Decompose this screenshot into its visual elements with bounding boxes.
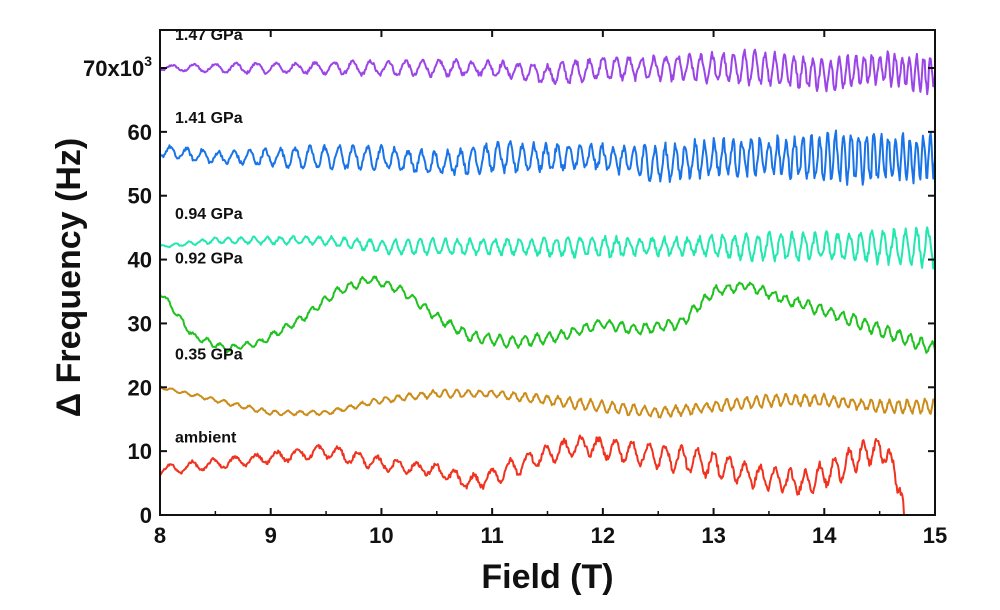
x-axis: 8 9 10 11 12 13 14 15 xyxy=(154,30,947,548)
x-tick-label: 13 xyxy=(701,523,725,548)
x-tick-label: 12 xyxy=(591,523,615,548)
x-tick-label: 8 xyxy=(154,523,166,548)
x-tick-label: 14 xyxy=(812,523,837,548)
series-line xyxy=(159,48,936,96)
series-line xyxy=(159,226,936,270)
series-line xyxy=(159,129,936,186)
x-tick-label: 9 xyxy=(265,523,277,548)
y-tick-label: 0 xyxy=(140,503,152,528)
y-tick-label: 60 xyxy=(128,120,152,145)
x-tick-label: 15 xyxy=(923,523,947,548)
y-tick-label: 20 xyxy=(128,375,152,400)
plot-frame xyxy=(159,29,936,516)
y-tick-label: 30 xyxy=(128,311,152,336)
traces xyxy=(159,48,936,516)
series-line xyxy=(159,434,905,516)
y-tick-label: 40 xyxy=(128,248,152,273)
series-label: 0.35 GPa xyxy=(175,346,243,363)
y-axis-title: Δ Frequency (Hz) xyxy=(50,138,88,417)
series-label: 0.94 GPa xyxy=(175,206,243,223)
y-tick-label: 10 xyxy=(128,439,152,464)
x-tick-label: 10 xyxy=(369,523,393,548)
series-label: 1.41 GPa xyxy=(175,110,243,127)
series-label: ambient xyxy=(175,429,237,446)
y-axis: 0 10 20 30 40 50 60 70x103 xyxy=(83,53,935,528)
series-line xyxy=(159,275,936,354)
series-label: 1.47 GPa xyxy=(175,27,243,44)
series-label: 0.92 GPa xyxy=(175,251,243,268)
series-labels: 1.47 GPa 1.41 GPa 0.94 GPa 0.92 GPa 0.35 GPa… xyxy=(175,27,243,446)
series-line xyxy=(159,385,936,419)
x-tick-label: 11 xyxy=(481,523,504,548)
y-tick-label: 50 xyxy=(128,184,152,209)
x-axis-title: Field (T) xyxy=(481,558,613,596)
y-tick-label: 70x103 xyxy=(83,53,152,81)
